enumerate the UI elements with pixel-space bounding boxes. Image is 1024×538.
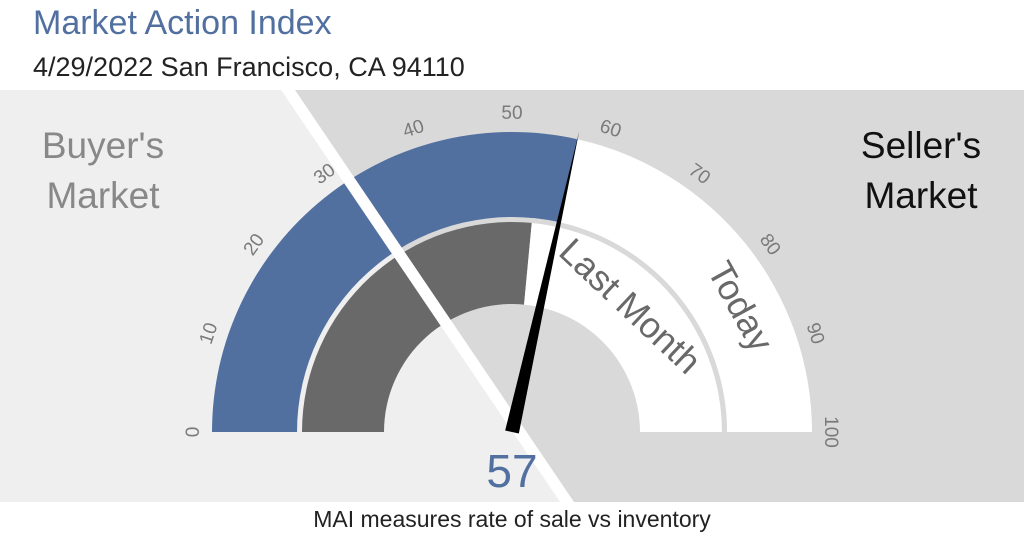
threshold-divider (281, 90, 574, 502)
page-subtitle: 4/29/2022 San Francisco, CA 94110 (33, 52, 465, 82)
seller-market-label-line1: Seller's (861, 125, 981, 166)
gauge-readout: 57 (486, 445, 537, 497)
gauge-needle (505, 131, 580, 434)
seller-market-label-line2: Market (864, 175, 978, 216)
buyer-market-label-line2: Market (46, 175, 160, 216)
buyer-market-label-line1: Buyer's (42, 125, 164, 166)
last-month-remaining-arc (524, 222, 722, 432)
tick-label-100: 100 (820, 416, 841, 448)
today-remaining-arc (558, 139, 812, 432)
tick-label-50: 50 (501, 103, 522, 124)
footer-caption: MAI measures rate of sale vs inventory (313, 506, 711, 532)
tick-label-0: 0 (183, 427, 204, 438)
gauge-rings (212, 131, 812, 432)
today-value-arc (212, 131, 578, 432)
last-month-value-arc (302, 222, 532, 432)
page-title: Market Action Index (33, 4, 332, 42)
